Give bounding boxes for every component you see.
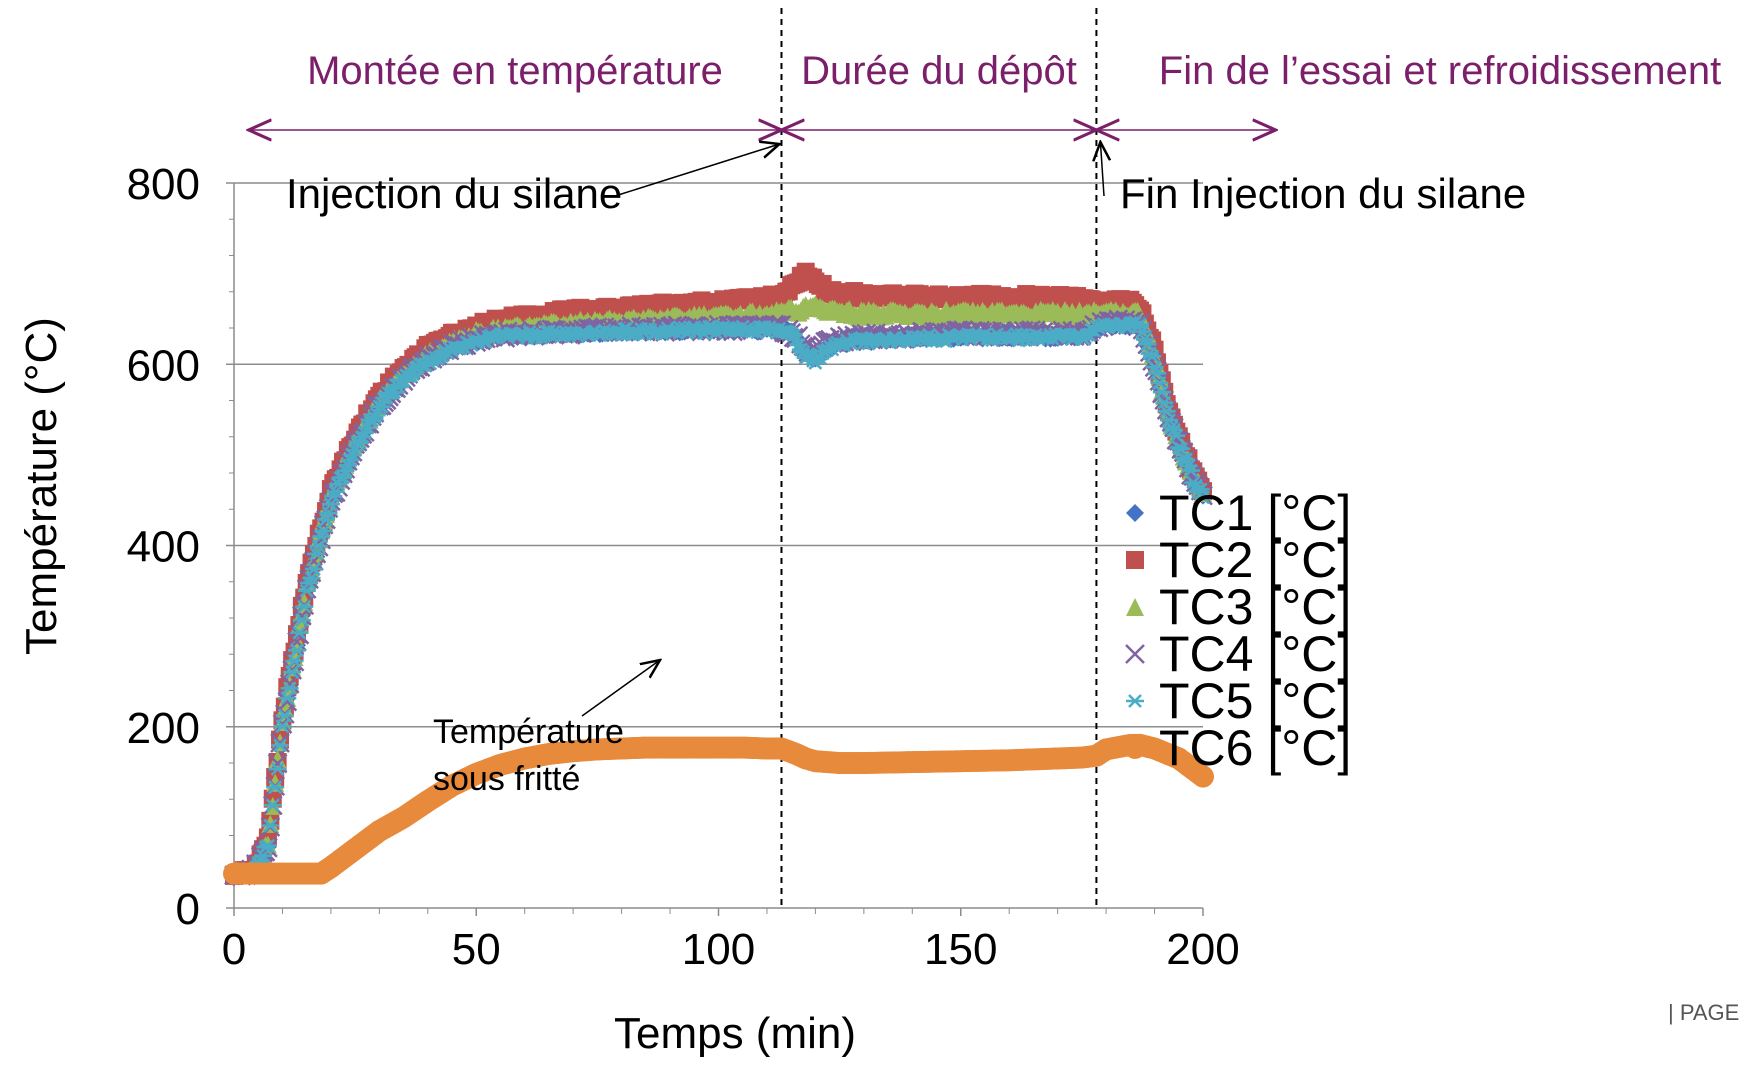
data-point [277,691,298,712]
data-point [1155,395,1174,410]
axes: 0 200 400 600 800 0 50 100 150 200 [127,160,1240,974]
data-point [263,798,282,813]
data-point [389,380,408,395]
data-point [367,407,386,422]
data-point [292,613,311,628]
data-point [261,818,280,833]
data-point [261,814,280,833]
data-point [1124,737,1146,759]
data-point [307,547,326,561]
data-point [278,691,297,705]
legend-label: TC4 [°C] [1159,626,1351,682]
data-point [289,624,310,645]
data-point [346,443,365,458]
data-point [1160,413,1179,428]
data-point [1191,482,1210,497]
data-point [326,484,345,499]
legend-label: TC5 [°C] [1159,673,1351,729]
series-tc5-c [225,315,1212,884]
x-tick-label: 100 [682,925,755,974]
x-tick-label: 0 [222,925,246,974]
annotation-sous-fritte: sous fritté [433,760,580,798]
data-point [270,733,290,753]
annotation-arrow [1100,142,1104,197]
phase-label: Durée du dépôt [801,49,1077,93]
legend-marker [1126,694,1144,708]
data-point [285,654,304,668]
legend: TC1 [°C]TC2 [°C]TC3 [°C]TC4 [°C]TC5 [°C]… [1124,485,1351,776]
data-point [1152,385,1171,399]
grid-lines [234,182,1203,728]
data-point [1194,490,1212,505]
x-tick-label: 50 [452,925,501,974]
page-footer: | PAGE [1668,1000,1739,1025]
series-tc4-c [224,309,1213,886]
data-point [1133,324,1152,339]
data-point [268,762,287,776]
data-point [1126,551,1144,569]
data-point [290,625,309,640]
data-point [321,497,340,512]
y-tick-label: 0 [176,885,200,934]
x-tick-label: 200 [1166,925,1239,974]
y-tick-label: 400 [127,523,200,572]
series-tc6-c [223,733,1214,885]
data-point [275,708,294,723]
legend-marker [1124,737,1146,759]
annotation-arrow [581,660,660,717]
legend-marker [1126,598,1144,616]
annotation-fin-injection: Fin Injection du silane [1120,170,1526,217]
data-point [292,604,311,623]
data-point [304,562,323,576]
data-point [1167,428,1186,443]
legend-marker [1126,504,1144,522]
y-axis-title: Température (°C) [17,317,66,655]
data-point [1126,694,1144,708]
legend-label: TC3 [°C] [1159,579,1351,635]
data-point [295,599,314,614]
data-point [358,420,377,435]
data-point [273,719,292,734]
legend-label: TC2 [°C] [1159,532,1351,588]
data-point [283,665,302,679]
data-point [275,699,294,718]
data-point [1181,463,1200,478]
annotation-temperature: Température [433,713,624,751]
phase-label: Fin de l’essai et refroidissement [1159,49,1721,93]
annotation-injection-silane: Injection du silane [286,170,622,217]
data-series [223,262,1214,887]
y-tick-label: 600 [127,341,200,390]
data-point [297,583,316,598]
data-point [266,780,285,795]
data-point [287,643,306,658]
annotations: Injection du silane Fin Injection du sila… [286,142,1526,798]
y-tick-label: 800 [127,160,200,209]
data-point [280,681,299,696]
data-point [1143,349,1162,364]
series-tc2-c [225,262,1212,885]
x-axis-title: Temps (min) [614,1009,856,1058]
phase-bands: Montée en température Durée du dépôt Fin d… [249,49,1721,130]
data-point [314,524,333,538]
x-tick-label: 150 [924,925,997,974]
legend-marker [1125,644,1145,664]
data-point [1125,644,1145,664]
data-point [1126,598,1144,616]
data-point [1192,765,1214,788]
legend-label: TC1 [°C] [1159,485,1351,541]
data-point [309,539,328,554]
data-point [271,738,290,753]
annotation-arrow [614,144,779,197]
phase-label: Montée en température [307,49,723,93]
data-point [258,838,277,853]
legend-label: TC6 [°C] [1159,720,1351,776]
data-point [1126,504,1144,522]
y-tick-label: 200 [127,704,200,753]
legend-marker [1126,551,1144,569]
